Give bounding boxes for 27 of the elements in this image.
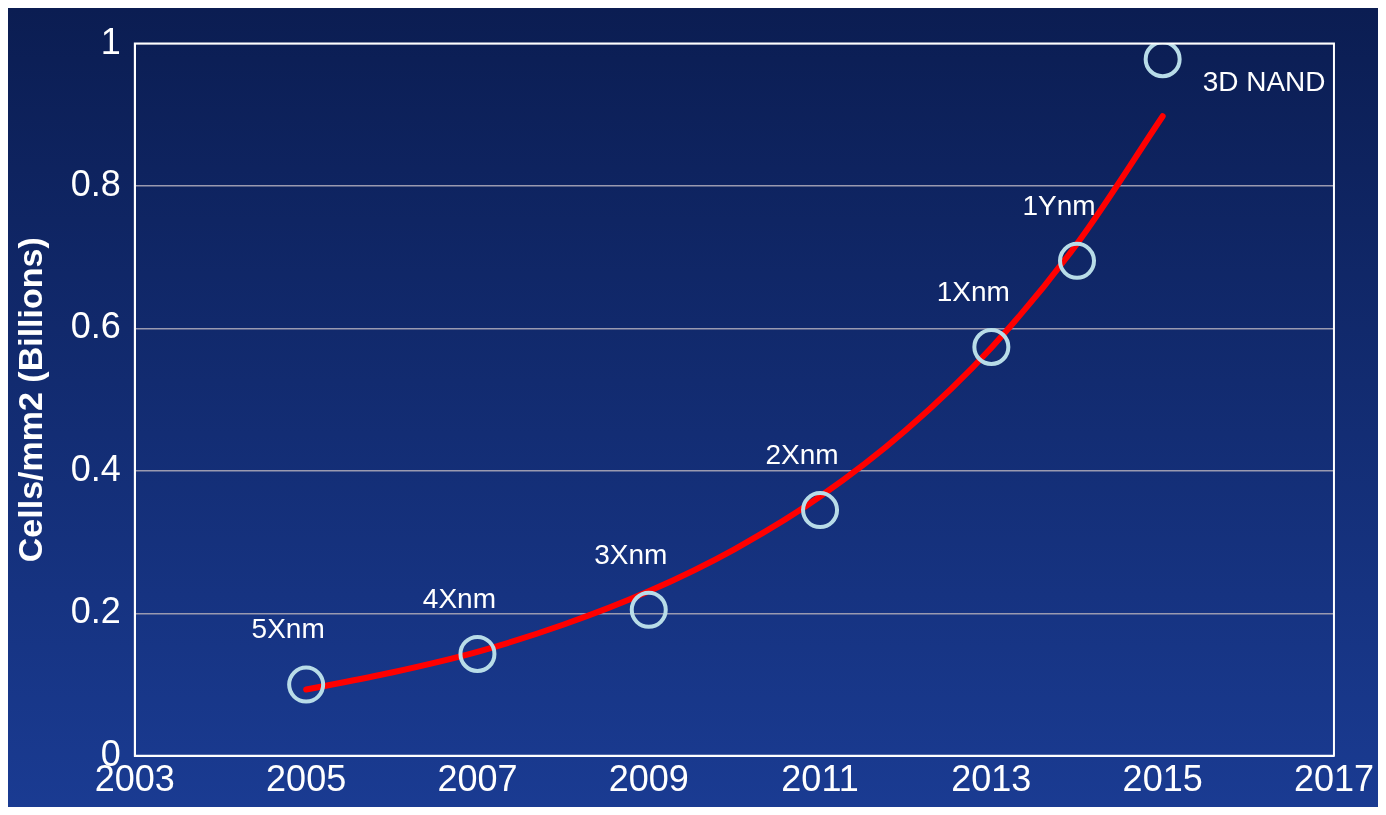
point xyxy=(458,634,497,673)
annotation: 3D NAND xyxy=(1202,65,1326,97)
annotation: 5Xnm xyxy=(251,613,325,645)
x-tick-label: 2017 xyxy=(1293,758,1374,800)
annotation: 3Xnm xyxy=(594,538,668,570)
x-tick-label: 2015 xyxy=(1122,758,1203,800)
y-axis-title: Cells/mm2 (Billions) xyxy=(10,237,49,563)
point xyxy=(1143,43,1182,79)
point xyxy=(1058,241,1096,280)
y-tick-label: 0.4 xyxy=(70,447,121,489)
y-tick-label: 0.2 xyxy=(70,590,121,632)
x-tick-label: 2011 xyxy=(781,758,859,800)
x-tick-label: 2013 xyxy=(951,758,1032,800)
y-tick-label: 1 xyxy=(100,20,121,62)
point xyxy=(629,590,668,629)
y-tick-label: 0.6 xyxy=(70,305,121,347)
annotation: 2Xnm xyxy=(765,438,839,470)
y-tick-label: 0.8 xyxy=(70,162,121,204)
x-tick-label: 2005 xyxy=(266,758,347,800)
annotation: 1Xnm xyxy=(936,275,1010,307)
point xyxy=(801,491,840,530)
x-tick-label: 2007 xyxy=(437,758,518,800)
point xyxy=(972,328,1011,366)
annotation: 1Ynm xyxy=(1022,189,1096,221)
annotation: 4Xnm xyxy=(422,582,497,614)
point xyxy=(287,665,326,704)
x-tick-label: 2009 xyxy=(608,758,689,800)
